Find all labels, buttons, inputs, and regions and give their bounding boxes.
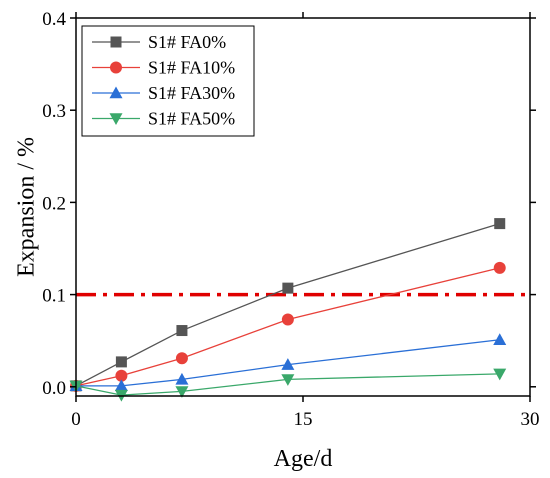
data-point — [282, 282, 294, 294]
x-tick-label: 15 — [294, 409, 313, 430]
legend-label: S1# FA0% — [148, 32, 226, 52]
data-point — [176, 325, 188, 337]
data-point — [493, 333, 507, 345]
data-point — [115, 369, 128, 382]
data-point — [493, 368, 507, 381]
series-2 — [70, 261, 506, 392]
y-tick-label: 0.0 — [42, 378, 66, 399]
legend-entry: S1# FA0% — [92, 32, 226, 52]
data-point — [115, 356, 127, 368]
data-point — [114, 379, 128, 392]
x-tick-label: 30 — [521, 409, 540, 430]
data-point — [281, 374, 295, 386]
legend-marker — [109, 113, 123, 125]
y-tick-label: 0.2 — [42, 193, 66, 214]
y-tick-label: 0.4 — [42, 9, 66, 30]
legend-label: S1# FA50% — [148, 109, 235, 129]
y-axis-title: Expansion / % — [14, 137, 40, 277]
legend-marker — [109, 86, 123, 99]
data-point — [175, 372, 189, 385]
y-tick-label: 0.3 — [42, 101, 66, 122]
legend-entry: S1# FA30% — [92, 83, 235, 103]
ticks-layer: 0 15 30 0.0 0.1 0.2 0.3 0.4 — [42, 9, 539, 430]
legend-entry: S1# FA50% — [92, 109, 235, 129]
legend-entry: S1# FA10% — [92, 58, 235, 78]
data-point — [175, 352, 188, 365]
legend-marker — [110, 61, 122, 74]
legend-label: S1# FA30% — [148, 83, 235, 103]
legend-label: S1# FA10% — [148, 58, 235, 78]
data-point — [175, 386, 189, 398]
series-4 — [69, 368, 507, 402]
legend: S1# FA0% S1# FA10% S1# FA30% S1# FA50% — [81, 25, 255, 137]
y-tick-label: 0.1 — [42, 286, 66, 307]
legend-marker — [110, 36, 122, 48]
data-point — [281, 313, 294, 326]
x-axis-title: Age/d — [274, 446, 333, 472]
series-layer — [69, 218, 507, 402]
series-3 — [69, 333, 507, 392]
data-point — [493, 261, 506, 274]
x-tick-label: 0 — [71, 409, 81, 430]
data-point — [281, 358, 295, 370]
data-point — [494, 218, 506, 230]
